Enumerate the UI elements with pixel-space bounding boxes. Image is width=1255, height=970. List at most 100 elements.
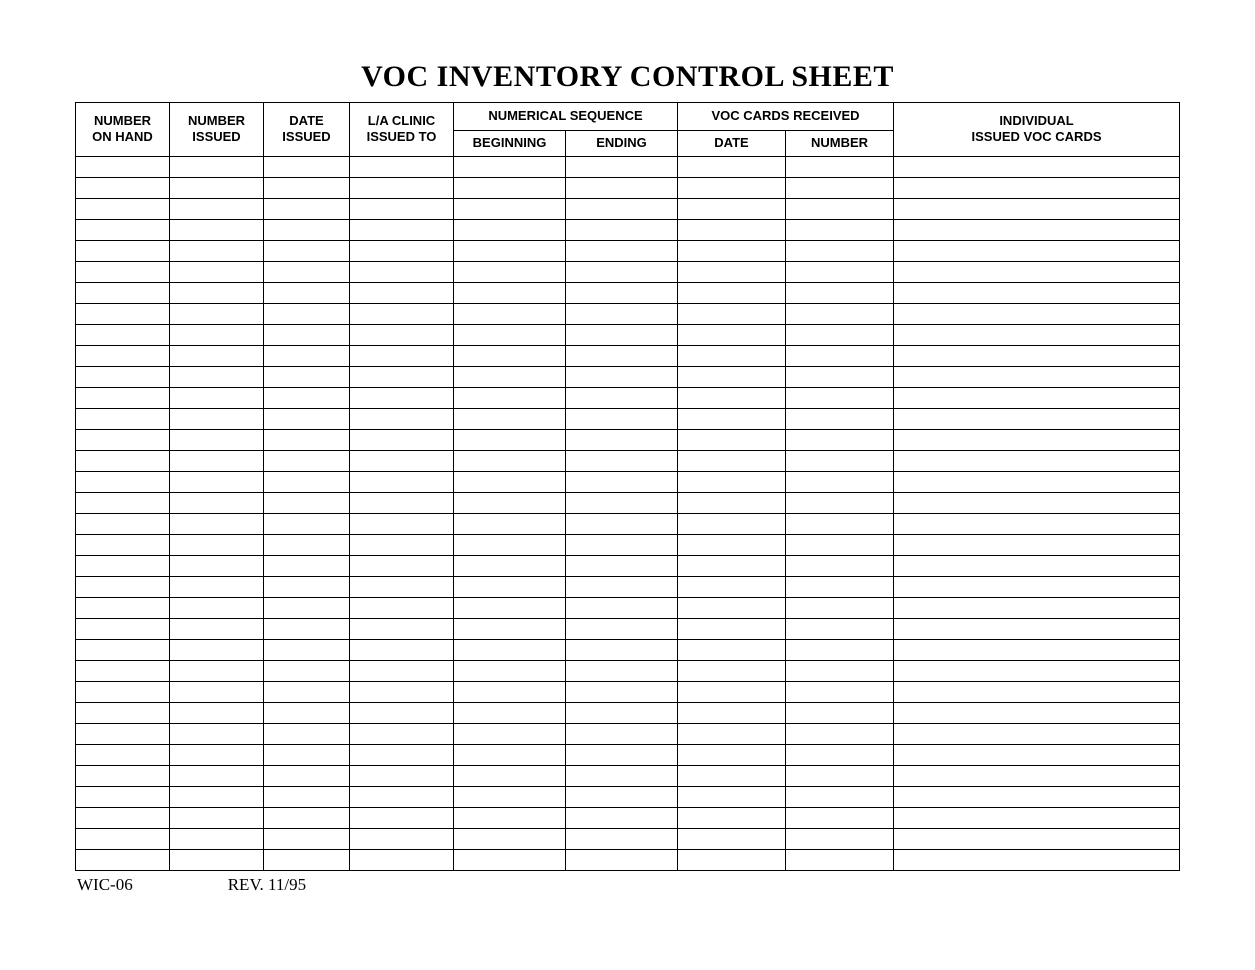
table-cell xyxy=(678,366,786,387)
table-row xyxy=(76,555,1180,576)
table-cell xyxy=(350,660,454,681)
form-id: WIC-06 xyxy=(77,875,133,895)
table-header: NUMBER ON HAND NUMBER ISSUED DATE ISSUED… xyxy=(76,103,1180,157)
table-cell xyxy=(454,597,566,618)
table-cell xyxy=(454,261,566,282)
table-cell xyxy=(454,828,566,849)
table-cell xyxy=(678,744,786,765)
table-cell xyxy=(76,303,170,324)
table-cell xyxy=(350,576,454,597)
table-row xyxy=(76,639,1180,660)
col-header-date-issued: DATE ISSUED xyxy=(264,103,350,157)
table-cell xyxy=(454,177,566,198)
table-cell xyxy=(350,513,454,534)
table-cell xyxy=(170,156,264,177)
table-cell xyxy=(566,660,678,681)
col-subheader-date: DATE xyxy=(678,131,786,157)
table-cell xyxy=(170,429,264,450)
table-cell xyxy=(678,681,786,702)
table-cell xyxy=(678,387,786,408)
table-cell xyxy=(786,345,894,366)
table-cell xyxy=(678,807,786,828)
table-cell xyxy=(894,240,1180,261)
table-cell xyxy=(894,534,1180,555)
table-cell xyxy=(454,786,566,807)
table-cell xyxy=(264,282,350,303)
table-cell xyxy=(264,576,350,597)
table-cell xyxy=(76,597,170,618)
table-cell xyxy=(566,555,678,576)
table-cell xyxy=(454,198,566,219)
table-cell xyxy=(894,324,1180,345)
table-cell xyxy=(350,492,454,513)
table-cell xyxy=(350,849,454,870)
table-cell xyxy=(894,702,1180,723)
table-cell xyxy=(786,744,894,765)
table-cell xyxy=(678,723,786,744)
table-cell xyxy=(76,156,170,177)
table-cell xyxy=(786,282,894,303)
table-row xyxy=(76,618,1180,639)
table-cell xyxy=(566,681,678,702)
table-cell xyxy=(786,429,894,450)
table-cell xyxy=(454,471,566,492)
table-cell xyxy=(786,513,894,534)
table-cell xyxy=(76,345,170,366)
table-cell xyxy=(786,303,894,324)
table-cell xyxy=(894,303,1180,324)
table-cell xyxy=(566,513,678,534)
table-cell xyxy=(264,765,350,786)
table-cell xyxy=(894,597,1180,618)
table-cell xyxy=(454,345,566,366)
table-cell xyxy=(678,513,786,534)
table-cell xyxy=(566,429,678,450)
table-cell xyxy=(454,534,566,555)
table-cell xyxy=(76,660,170,681)
table-cell xyxy=(894,261,1180,282)
table-cell xyxy=(76,576,170,597)
table-cell xyxy=(454,660,566,681)
table-cell xyxy=(76,534,170,555)
table-cell xyxy=(76,681,170,702)
table-cell xyxy=(170,681,264,702)
table-cell xyxy=(566,576,678,597)
table-cell xyxy=(566,618,678,639)
table-cell xyxy=(894,156,1180,177)
table-row xyxy=(76,261,1180,282)
table-cell xyxy=(566,471,678,492)
table-cell xyxy=(566,177,678,198)
table-cell xyxy=(264,324,350,345)
table-cell xyxy=(454,408,566,429)
table-cell xyxy=(454,681,566,702)
table-row xyxy=(76,702,1180,723)
table-row xyxy=(76,597,1180,618)
table-cell xyxy=(76,240,170,261)
table-cell xyxy=(894,681,1180,702)
table-body xyxy=(76,156,1180,870)
table-cell xyxy=(566,702,678,723)
table-cell xyxy=(76,765,170,786)
table-cell xyxy=(170,744,264,765)
table-cell xyxy=(894,408,1180,429)
table-cell xyxy=(170,597,264,618)
table-cell xyxy=(76,324,170,345)
table-cell xyxy=(170,534,264,555)
table-row xyxy=(76,219,1180,240)
table-cell xyxy=(170,723,264,744)
table-cell xyxy=(786,555,894,576)
table-cell xyxy=(786,681,894,702)
table-cell xyxy=(76,492,170,513)
table-cell xyxy=(894,849,1180,870)
table-cell xyxy=(566,324,678,345)
table-cell xyxy=(894,450,1180,471)
table-cell xyxy=(894,387,1180,408)
table-cell xyxy=(264,597,350,618)
table-cell xyxy=(264,555,350,576)
table-cell xyxy=(786,408,894,429)
table-row xyxy=(76,471,1180,492)
table-cell xyxy=(76,198,170,219)
table-row xyxy=(76,177,1180,198)
footer: WIC-06 REV. 11/95 xyxy=(75,875,1180,895)
table-cell xyxy=(76,555,170,576)
table-cell xyxy=(786,177,894,198)
